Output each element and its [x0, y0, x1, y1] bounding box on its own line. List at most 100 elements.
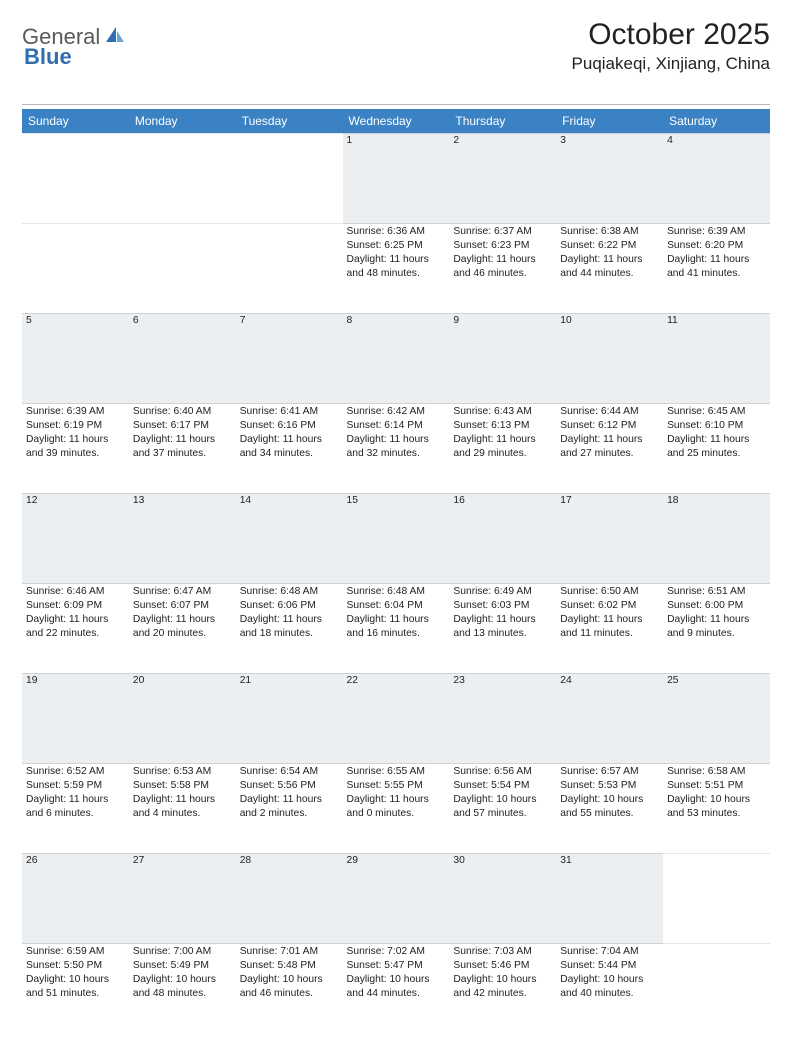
sunrise-line: Sunrise: 6:38 AM — [560, 225, 659, 238]
day-number: 15 — [343, 494, 450, 584]
weekday-header: Tuesday — [236, 109, 343, 134]
sunrise-line: Sunrise: 6:48 AM — [240, 585, 339, 598]
sunset-line: Sunset: 6:07 PM — [133, 599, 232, 612]
day-number: 19 — [22, 674, 129, 764]
sunset-line: Sunset: 5:53 PM — [560, 779, 659, 792]
sunrise-line: Sunrise: 6:59 AM — [26, 945, 125, 958]
sunrise-line: Sunrise: 7:04 AM — [560, 945, 659, 958]
daylight-line: Daylight: 11 hours and 46 minutes. — [453, 253, 552, 279]
day-number: 7 — [236, 314, 343, 404]
daynum-row: 19202122232425 — [22, 674, 770, 764]
day-number: 16 — [449, 494, 556, 584]
sunrise-line: Sunrise: 6:41 AM — [240, 405, 339, 418]
divider — [22, 104, 770, 105]
day-cell: Sunrise: 6:44 AMSunset: 6:12 PMDaylight:… — [556, 404, 663, 494]
day-number: 17 — [556, 494, 663, 584]
daylight-line: Daylight: 11 hours and 0 minutes. — [347, 793, 446, 819]
day-cell: Sunrise: 6:46 AMSunset: 6:09 PMDaylight:… — [22, 584, 129, 674]
day-cell: Sunrise: 7:00 AMSunset: 5:49 PMDaylight:… — [129, 944, 236, 1034]
content-row: Sunrise: 6:59 AMSunset: 5:50 PMDaylight:… — [22, 944, 770, 1034]
sunset-line: Sunset: 5:49 PM — [133, 959, 232, 972]
month-title: October 2025 — [572, 18, 770, 52]
sunrise-line: Sunrise: 6:43 AM — [453, 405, 552, 418]
daynum-row: 12131415161718 — [22, 494, 770, 584]
daylight-line: Daylight: 11 hours and 6 minutes. — [26, 793, 125, 819]
day-cell: Sunrise: 6:42 AMSunset: 6:14 PMDaylight:… — [343, 404, 450, 494]
sunset-line: Sunset: 6:17 PM — [133, 419, 232, 432]
day-number: 14 — [236, 494, 343, 584]
day-cell: Sunrise: 7:03 AMSunset: 5:46 PMDaylight:… — [449, 944, 556, 1034]
sail-icon — [104, 25, 126, 50]
day-number: 29 — [343, 854, 450, 944]
day-cell: Sunrise: 6:52 AMSunset: 5:59 PMDaylight:… — [22, 764, 129, 854]
sunset-line: Sunset: 5:44 PM — [560, 959, 659, 972]
day-number: 10 — [556, 314, 663, 404]
sunrise-line: Sunrise: 6:56 AM — [453, 765, 552, 778]
sunrise-line: Sunrise: 6:37 AM — [453, 225, 552, 238]
day-number: 13 — [129, 494, 236, 584]
day-number: 28 — [236, 854, 343, 944]
calendar-page: General October 2025 Puqiakeqi, Xinjiang… — [0, 0, 792, 1044]
daylight-line: Daylight: 11 hours and 9 minutes. — [667, 613, 766, 639]
weekday-header: Sunday — [22, 109, 129, 134]
sunset-line: Sunset: 5:50 PM — [26, 959, 125, 972]
day-number — [663, 854, 770, 944]
day-cell: Sunrise: 6:47 AMSunset: 6:07 PMDaylight:… — [129, 584, 236, 674]
day-number: 6 — [129, 314, 236, 404]
daylight-line: Daylight: 10 hours and 55 minutes. — [560, 793, 659, 819]
sunset-line: Sunset: 5:47 PM — [347, 959, 446, 972]
daylight-line: Daylight: 10 hours and 51 minutes. — [26, 973, 125, 999]
sunrise-line: Sunrise: 7:03 AM — [453, 945, 552, 958]
weekday-header: Saturday — [663, 109, 770, 134]
daylight-line: Daylight: 10 hours and 42 minutes. — [453, 973, 552, 999]
day-cell: Sunrise: 6:51 AMSunset: 6:00 PMDaylight:… — [663, 584, 770, 674]
calendar-header-row: SundayMondayTuesdayWednesdayThursdayFrid… — [22, 109, 770, 134]
sunset-line: Sunset: 6:02 PM — [560, 599, 659, 612]
daylight-line: Daylight: 11 hours and 18 minutes. — [240, 613, 339, 639]
sunrise-line: Sunrise: 6:50 AM — [560, 585, 659, 598]
daylight-line: Daylight: 11 hours and 44 minutes. — [560, 253, 659, 279]
sunrise-line: Sunrise: 6:49 AM — [453, 585, 552, 598]
day-cell — [129, 224, 236, 314]
daylight-line: Daylight: 11 hours and 41 minutes. — [667, 253, 766, 279]
day-number: 8 — [343, 314, 450, 404]
content-row: Sunrise: 6:39 AMSunset: 6:19 PMDaylight:… — [22, 404, 770, 494]
sunset-line: Sunset: 6:25 PM — [347, 239, 446, 252]
day-cell: Sunrise: 6:38 AMSunset: 6:22 PMDaylight:… — [556, 224, 663, 314]
day-number: 27 — [129, 854, 236, 944]
day-cell: Sunrise: 6:59 AMSunset: 5:50 PMDaylight:… — [22, 944, 129, 1034]
day-number: 1 — [343, 134, 450, 224]
day-number — [129, 134, 236, 224]
day-number: 20 — [129, 674, 236, 764]
day-number: 3 — [556, 134, 663, 224]
day-number: 22 — [343, 674, 450, 764]
day-number: 21 — [236, 674, 343, 764]
daylight-line: Daylight: 11 hours and 39 minutes. — [26, 433, 125, 459]
sunset-line: Sunset: 6:19 PM — [26, 419, 125, 432]
daylight-line: Daylight: 11 hours and 37 minutes. — [133, 433, 232, 459]
day-number: 12 — [22, 494, 129, 584]
sunset-line: Sunset: 5:56 PM — [240, 779, 339, 792]
day-cell: Sunrise: 7:04 AMSunset: 5:44 PMDaylight:… — [556, 944, 663, 1034]
daynum-row: 262728293031 — [22, 854, 770, 944]
day-cell: Sunrise: 6:58 AMSunset: 5:51 PMDaylight:… — [663, 764, 770, 854]
day-number: 25 — [663, 674, 770, 764]
sunset-line: Sunset: 6:16 PM — [240, 419, 339, 432]
brand-line2: Blue — [24, 44, 72, 70]
daylight-line: Daylight: 10 hours and 48 minutes. — [133, 973, 232, 999]
sunrise-line: Sunrise: 6:45 AM — [667, 405, 766, 418]
sunrise-line: Sunrise: 6:52 AM — [26, 765, 125, 778]
daylight-line: Daylight: 11 hours and 11 minutes. — [560, 613, 659, 639]
day-cell — [236, 224, 343, 314]
sunrise-line: Sunrise: 6:48 AM — [347, 585, 446, 598]
sunrise-line: Sunrise: 6:46 AM — [26, 585, 125, 598]
day-cell: Sunrise: 6:37 AMSunset: 6:23 PMDaylight:… — [449, 224, 556, 314]
day-number — [22, 134, 129, 224]
sunset-line: Sunset: 6:13 PM — [453, 419, 552, 432]
day-cell: Sunrise: 6:50 AMSunset: 6:02 PMDaylight:… — [556, 584, 663, 674]
sunset-line: Sunset: 5:48 PM — [240, 959, 339, 972]
sunrise-line: Sunrise: 6:42 AM — [347, 405, 446, 418]
sunrise-line: Sunrise: 6:57 AM — [560, 765, 659, 778]
sunrise-line: Sunrise: 7:01 AM — [240, 945, 339, 958]
daylight-line: Daylight: 10 hours and 40 minutes. — [560, 973, 659, 999]
